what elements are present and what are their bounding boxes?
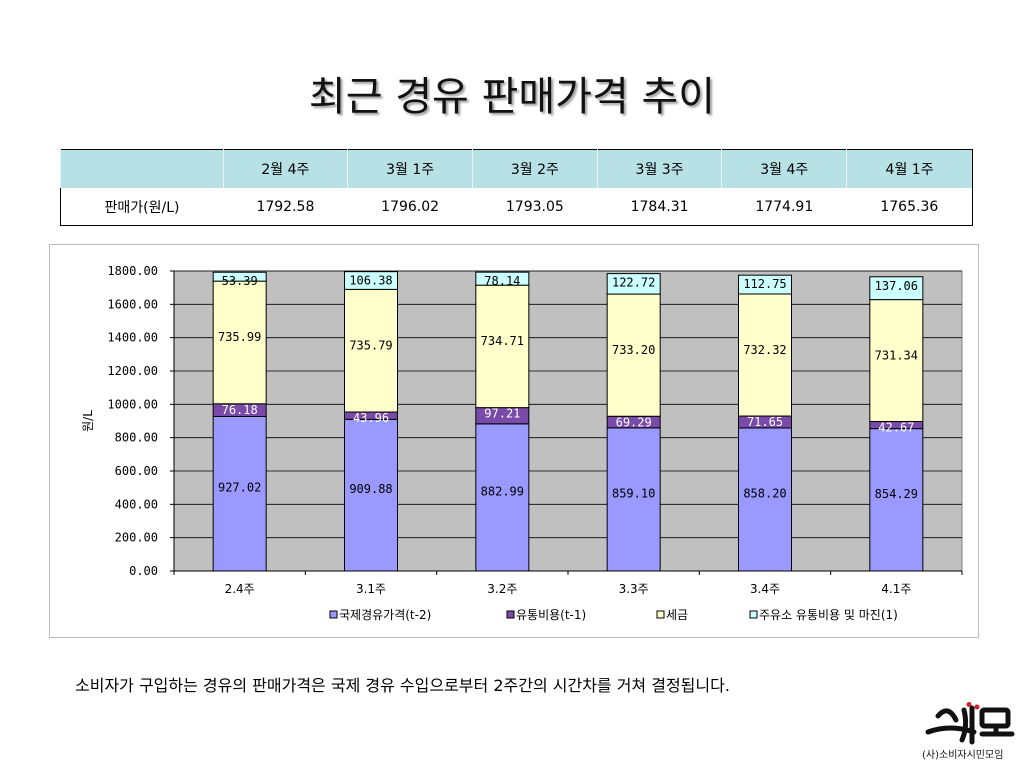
data-label: 97.21 xyxy=(484,407,520,421)
data-label: 735.79 xyxy=(349,338,392,352)
table-header-cell: 4월 1주 xyxy=(846,149,973,188)
table-cell: 1792.58 xyxy=(223,188,348,226)
bar-segment xyxy=(606,273,661,295)
bar-segment xyxy=(606,293,661,417)
bar-segment xyxy=(344,271,398,290)
organization-name: (사)소비자시민모임 xyxy=(922,750,1004,761)
bar-segment xyxy=(475,423,530,572)
logo-icon xyxy=(925,702,1015,745)
data-label: 71.65 xyxy=(747,415,783,429)
bar-segment xyxy=(344,418,398,572)
bar-segment xyxy=(738,427,792,572)
bar-segment xyxy=(212,271,267,282)
y-tick-label: 1800.00 xyxy=(107,264,158,278)
y-tick-label: 1200.00 xyxy=(107,364,158,378)
bar-segment xyxy=(475,271,530,286)
data-label: 78.14 xyxy=(484,274,520,288)
x-tick-label: 3.3주 xyxy=(619,582,649,596)
y-tick-label: 800.00 xyxy=(115,431,158,445)
data-label: 106.38 xyxy=(349,274,392,288)
x-tick-label: 3.1주 xyxy=(356,582,386,596)
legend-label: 주유소 유통비용 및 마진(1) xyxy=(759,608,898,622)
legend-label: 국제경유가격(t-2) xyxy=(339,608,431,622)
price-table: 2월 4주 3월 1주 3월 2주 3월 3주 3월 4주 4월 1주 판매가(… xyxy=(60,149,973,226)
data-label: 69.29 xyxy=(616,415,652,429)
data-label: 734.71 xyxy=(481,334,524,348)
plot-area xyxy=(173,270,963,572)
data-label: 732.32 xyxy=(743,343,786,357)
bar-segment xyxy=(869,276,924,301)
data-label: 882.99 xyxy=(481,484,524,498)
y-tick-label: 1600.00 xyxy=(107,297,158,311)
legend-swatch xyxy=(506,610,515,619)
bar-segment xyxy=(869,299,924,423)
data-label: 43.96 xyxy=(353,411,389,425)
legend-swatch xyxy=(329,610,338,619)
table-row-label: 판매가(원/L) xyxy=(60,188,224,226)
data-label: 927.02 xyxy=(218,481,261,495)
legend-swatch xyxy=(656,610,665,619)
page-title: 최근 경유 판매가격 추이 xyxy=(308,74,716,120)
y-tick-label: 1000.00 xyxy=(107,397,158,411)
data-label: 735.99 xyxy=(218,330,261,344)
y-tick-label: 1400.00 xyxy=(107,331,158,345)
caption: 소비자가 구입하는 경유의 판매가격은 국제 경유 수입으로부터 2주간의 시간… xyxy=(75,676,730,695)
data-label: 909.88 xyxy=(349,482,392,496)
table-header-cell: 3월 4주 xyxy=(721,149,847,188)
x-tick-label: 3.2주 xyxy=(487,582,517,596)
x-tick-label: 2.4주 xyxy=(225,582,255,596)
data-label: 731.34 xyxy=(875,349,918,363)
table-header-cell: 3월 2주 xyxy=(471,149,598,188)
y-tick-label: 600.00 xyxy=(115,464,158,478)
bar-segment xyxy=(344,288,398,413)
data-label: 137.06 xyxy=(875,279,918,293)
bar-segment xyxy=(212,415,267,572)
table-cell: 1765.36 xyxy=(846,188,973,226)
table-header-cell: 3월 3주 xyxy=(596,149,722,188)
table-header-cell xyxy=(60,149,224,188)
y-axis-label: 원/L xyxy=(81,410,95,432)
y-tick-label: 200.00 xyxy=(115,531,158,545)
table-cell: 1793.05 xyxy=(472,188,598,226)
bar-segment xyxy=(212,280,267,405)
table-cell: 1796.02 xyxy=(347,188,473,226)
data-label: 112.75 xyxy=(743,277,786,291)
stacked-bar-chart: 0.00 200.00 400.00 600.00 800.00 1000.00 1200.… xyxy=(81,264,963,622)
legend-label: 세금 xyxy=(666,608,688,622)
bar-segment xyxy=(738,274,792,295)
data-label: 53.39 xyxy=(222,274,258,288)
data-label: 42.67 xyxy=(878,421,914,435)
table-cell: 1774.91 xyxy=(721,188,847,226)
table-header-row: 2월 4주 3월 1주 3월 2주 3월 3주 3월 4주 4월 1주 xyxy=(60,149,973,188)
x-tick-label: 4.1주 xyxy=(881,582,911,596)
x-tick-label: 3.4주 xyxy=(750,582,780,596)
chart-frame: 0.00 200.00 400.00 600.00 800.00 1000.00 1200.… xyxy=(49,244,979,638)
legend-label: 유통비용(t-1) xyxy=(516,608,586,622)
table-cell: 1784.31 xyxy=(597,188,722,226)
data-label: 76.18 xyxy=(222,403,258,417)
data-label: 733.20 xyxy=(612,343,655,357)
data-label: 859.10 xyxy=(612,486,655,500)
bar-segment xyxy=(738,293,792,417)
data-label: 122.72 xyxy=(612,276,655,290)
table-header-cell: 3월 1주 xyxy=(347,149,473,188)
table-row: 판매가(원/L) 1792.58 1796.02 1793.05 1784.31… xyxy=(60,188,973,226)
bar-segment xyxy=(869,428,924,572)
y-tick-label: 400.00 xyxy=(115,497,158,511)
legend-swatch xyxy=(749,610,758,619)
table-header-cell: 2월 4주 xyxy=(222,149,348,188)
data-label: 858.20 xyxy=(743,486,786,500)
y-tick-label: 0.00 xyxy=(129,564,158,578)
bar-segment xyxy=(475,284,530,409)
data-label: 854.29 xyxy=(875,487,918,501)
